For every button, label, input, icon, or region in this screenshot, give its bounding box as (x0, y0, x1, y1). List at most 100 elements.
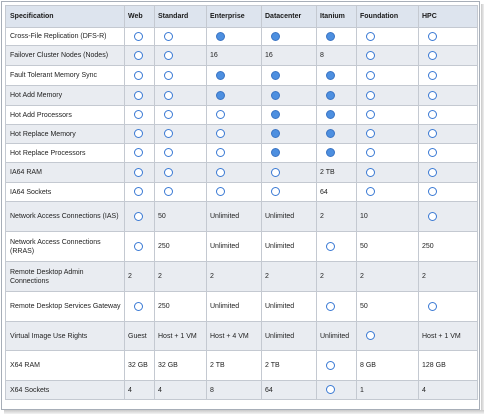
radio-empty-icon (428, 187, 437, 197)
table-cell-radio (316, 124, 357, 144)
table-cell-radio (206, 124, 262, 144)
row-spec-label: IA64 RAM (5, 162, 125, 183)
table-cell-radio (316, 350, 357, 381)
table-cell-value: 2 (356, 261, 419, 292)
row-spec-label: Hot Add Memory (5, 85, 125, 106)
table-cell-value: 2 TB (206, 350, 262, 381)
table-cell-radio (356, 85, 419, 106)
radio-empty-icon (164, 129, 173, 139)
row-spec-label: Hot Replace Processors (5, 143, 125, 163)
radio-empty-icon (326, 360, 335, 370)
table-cell-value: Unlimited (261, 291, 317, 322)
table-cell-radio (206, 162, 262, 183)
row-spec-label: Remote Desktop Admin Connections (5, 261, 125, 292)
table-cell-value: 1 (356, 380, 419, 400)
table-cell-radio (316, 231, 357, 262)
table-cell-radio (154, 65, 207, 86)
table-row: IA64 RAM 2 TB (5, 162, 478, 183)
radio-empty-icon (134, 90, 143, 100)
radio-empty-icon (134, 70, 143, 80)
radio-empty-icon (326, 385, 335, 395)
table-cell-value: 2 (316, 261, 357, 292)
radio-empty-icon (366, 90, 375, 100)
radio-filled-icon (326, 31, 335, 41)
frame-shadow-bottom (4, 410, 484, 414)
table-cell-radio (356, 321, 419, 351)
table-cell-radio (316, 85, 357, 106)
radio-empty-icon (134, 211, 143, 221)
table-cell-value: Unlimited (261, 231, 317, 262)
radio-empty-icon (164, 90, 173, 100)
column-header-itanium: Itanium (316, 5, 357, 28)
radio-empty-icon (164, 31, 173, 41)
radio-empty-icon (216, 187, 225, 197)
radio-filled-icon (326, 90, 335, 100)
radio-filled-icon (216, 90, 225, 100)
table-cell-value: Unlimited (316, 321, 357, 351)
table-cell-radio (418, 65, 478, 86)
table-row: Hot Replace Processors (5, 143, 478, 163)
radio-empty-icon (134, 187, 143, 197)
radio-empty-icon (134, 129, 143, 139)
radio-empty-icon (216, 148, 225, 158)
table-cell-radio (356, 65, 419, 86)
table-cell-value: Host + 1 VM (418, 321, 478, 351)
radio-empty-icon (366, 129, 375, 139)
radio-filled-icon (271, 70, 280, 80)
table-cell-value: 2 (316, 201, 357, 232)
table-cell-radio (154, 45, 207, 66)
table-cell-radio (418, 162, 478, 183)
table-cell-radio (356, 124, 419, 144)
radio-empty-icon (366, 167, 375, 177)
frame-shadow-right (481, 4, 484, 413)
table-cell-value: Unlimited (261, 321, 317, 351)
table-body: Cross-File Replication (DFS-R) Failover C… (5, 27, 478, 400)
row-spec-label: Network Access Connections (IAS) (5, 201, 125, 232)
table-cell-radio (154, 85, 207, 106)
table-cell-radio (154, 27, 207, 46)
column-header-web: Web (124, 5, 155, 28)
table-cell-value: 4 (124, 380, 155, 400)
table-row: Remote Desktop Services Gateway 250 Unlimi… (5, 291, 478, 322)
radio-filled-icon (271, 148, 280, 158)
radio-empty-icon (428, 211, 437, 221)
radio-empty-icon (164, 148, 173, 158)
table-row: Hot Replace Memory (5, 124, 478, 144)
table-cell-value: 64 (316, 182, 357, 202)
radio-empty-icon (216, 129, 225, 139)
table-row: Remote Desktop Admin Connections 2 2 2 2 2 2 2 (5, 261, 478, 292)
screenshot-frame: Specification Web Standard Enterprise Datace… (1, 1, 480, 410)
table-cell-radio (316, 105, 357, 125)
table-cell-radio (418, 85, 478, 106)
radio-empty-icon (134, 301, 143, 311)
table-row: Hot Add Memory (5, 85, 478, 106)
table-cell-value: 50 (154, 201, 207, 232)
table-cell-value: 250 (154, 291, 207, 322)
row-spec-label: Hot Add Processors (5, 105, 125, 125)
radio-filled-icon (271, 110, 280, 120)
radio-empty-icon (366, 331, 375, 341)
column-header-standard: Standard (154, 5, 207, 28)
table-cell-value: 250 (418, 231, 478, 262)
table-row: Network Access Connections (RRAS) 250 Unli… (5, 231, 478, 262)
radio-empty-icon (428, 167, 437, 177)
table-cell-value: 8 (206, 380, 262, 400)
table-cell-radio (261, 105, 317, 125)
table-cell-radio (356, 105, 419, 125)
table-cell-value: 32 GB (124, 350, 155, 381)
radio-filled-icon (216, 70, 225, 80)
radio-empty-icon (428, 70, 437, 80)
table-cell-radio (261, 85, 317, 106)
table-cell-radio (206, 105, 262, 125)
radio-empty-icon (164, 167, 173, 177)
table-cell-radio (261, 27, 317, 46)
table-cell-radio (356, 45, 419, 66)
table-cell-radio (418, 201, 478, 232)
table-cell-radio (124, 291, 155, 322)
column-header-specification: Specification (5, 5, 125, 28)
radio-empty-icon (428, 90, 437, 100)
radio-empty-icon (366, 31, 375, 41)
table-cell-radio (418, 143, 478, 163)
table-cell-radio (418, 27, 478, 46)
table-row: X64 Sockets 4 4 8 64 1 4 (5, 380, 478, 400)
